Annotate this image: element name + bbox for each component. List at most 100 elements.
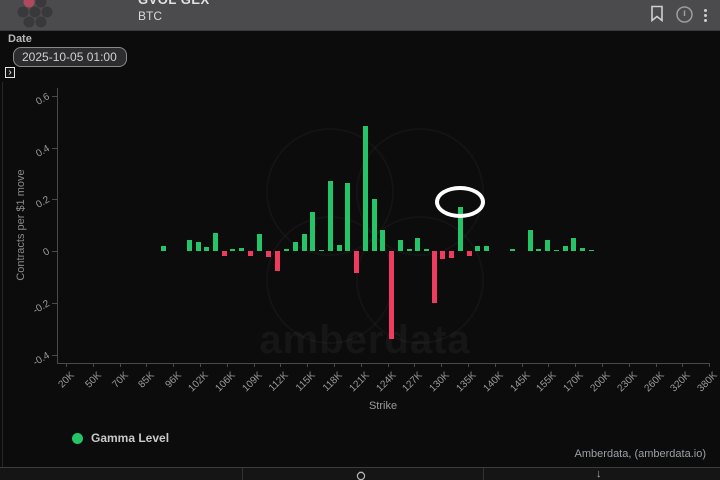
panel-left-border [2,82,3,467]
x-tick-mark [226,363,228,367]
x-tick-mark [92,363,94,367]
gamma-bar[interactable] [406,248,412,252]
x-tick-mark [601,363,603,367]
gamma-bar[interactable] [239,247,244,252]
gamma-bar[interactable] [327,181,333,252]
gamma-bar[interactable] [389,251,394,340]
gamma-bar[interactable] [398,239,403,252]
x-tick-label: 260K [641,370,667,395]
gamma-bar[interactable] [204,246,209,252]
gamma-bar-chart: 20K 50K 70K 85K 96K 102K 106K 109K 112K 115K 118K 1… [31,88,720,394]
x-tick-label: 145K [507,370,533,395]
toolbar-divider [242,468,243,480]
top-bar: GVOL GEX BTC [0,0,720,31]
x-tick-mark [173,363,175,367]
x-tick-label: 96K [163,370,184,391]
y-axis-title: Contracts per $1 move [15,169,27,281]
x-tick-mark [253,363,255,367]
gamma-bar[interactable] [284,248,289,252]
gamma-bar[interactable] [371,199,377,252]
gamma-bar[interactable] [415,237,420,252]
gamma-bar[interactable] [160,246,166,252]
x-tick-mark [441,363,443,367]
gamma-bar[interactable] [363,125,368,252]
gamma-bar[interactable] [336,245,342,252]
x-tick-mark [387,363,389,367]
x-tick-label: 155K [534,370,560,395]
info-circle-icon[interactable] [675,5,694,24]
gamma-bar[interactable] [483,246,489,252]
legend-label: Gamma Level [91,431,170,445]
x-tick-label: 102K [186,370,211,395]
attribution-text: Amberdata, (amberdata.io) [574,448,706,460]
gamma-bar[interactable] [354,251,359,274]
gamma-bar[interactable] [292,242,298,252]
gamma-bar[interactable] [579,247,585,252]
gamma-bar[interactable] [230,248,235,252]
x-tick-mark [709,363,710,367]
download-icon[interactable]: ↓ [596,468,602,480]
x-tick-label: 127K [400,370,426,395]
legend-item-gamma-level[interactable]: Gamma Level [72,431,169,445]
bottom-toolbar: ↓ [0,467,720,480]
y-tick-label: -0.4 [31,350,52,369]
x-tick-mark [280,363,282,367]
gamma-bar[interactable] [256,234,262,252]
gamma-bar[interactable] [448,251,454,258]
x-tick-label: 50K [83,370,104,391]
gamma-bar[interactable] [562,245,568,252]
gamma-bar[interactable] [432,251,437,303]
camera-icon[interactable] [355,469,367,480]
x-tick-label: 170K [561,370,586,395]
date-input[interactable] [13,47,127,67]
x-tick-label: 118K [320,370,345,394]
chart-title-clipped: GVOL GEX [138,0,258,7]
y-tick-mark [52,199,57,201]
legend-color-dot-icon [72,432,83,444]
kebab-menu-icon[interactable] [704,7,707,24]
x-tick-label: 320K [668,370,694,395]
gamma-bar[interactable] [536,248,541,252]
x-tick-label: 121K [347,370,372,395]
x-tick-mark [200,363,201,367]
gamma-bar[interactable] [301,233,307,252]
gamma-bar[interactable] [440,251,445,260]
x-tick-label: 130K [427,370,452,395]
y-tick-label: 0.2 [34,194,52,212]
gamma-bar[interactable] [213,233,218,252]
gamma-bar[interactable] [466,251,472,256]
gamma-bar[interactable] [527,230,533,252]
gamma-bar[interactable] [588,249,594,252]
gamma-bar[interactable] [545,239,550,252]
gamma-bar[interactable] [380,229,385,252]
amberdata-logo-icon [17,0,53,28]
x-tick-label: 70K [110,370,131,391]
x-tick-mark [66,363,67,367]
gamma-bar[interactable] [318,250,324,252]
gamma-bar[interactable] [553,249,559,252]
gamma-bar[interactable] [265,251,271,257]
gamma-bar[interactable] [195,242,201,252]
x-tick-mark [682,363,684,367]
gamma-bar[interactable] [221,251,227,257]
gamma-bar[interactable] [457,207,463,252]
y-tick-label: 0.4 [34,142,52,160]
y-tick-mark [52,354,57,356]
gamma-bar[interactable] [248,251,253,256]
gamma-bar[interactable] [423,249,429,252]
x-tick-mark [548,363,550,367]
gamma-bar[interactable] [310,211,315,252]
x-tick-label: 106K [213,370,238,395]
bookmark-icon[interactable] [650,5,664,23]
x-tick-mark [360,363,362,367]
gamma-bar[interactable] [571,237,576,252]
gamma-bar[interactable] [345,183,350,252]
gamma-bar[interactable] [510,248,515,252]
x-tick-label: 135K [454,370,479,395]
toolbar-divider [483,468,484,480]
gamma-bar[interactable] [187,240,192,252]
gamma-bar[interactable] [275,251,280,271]
x-tick-label: 200K [588,370,613,395]
sidebar-expander-button[interactable]: › [5,67,15,78]
gamma-bar[interactable] [475,245,480,252]
